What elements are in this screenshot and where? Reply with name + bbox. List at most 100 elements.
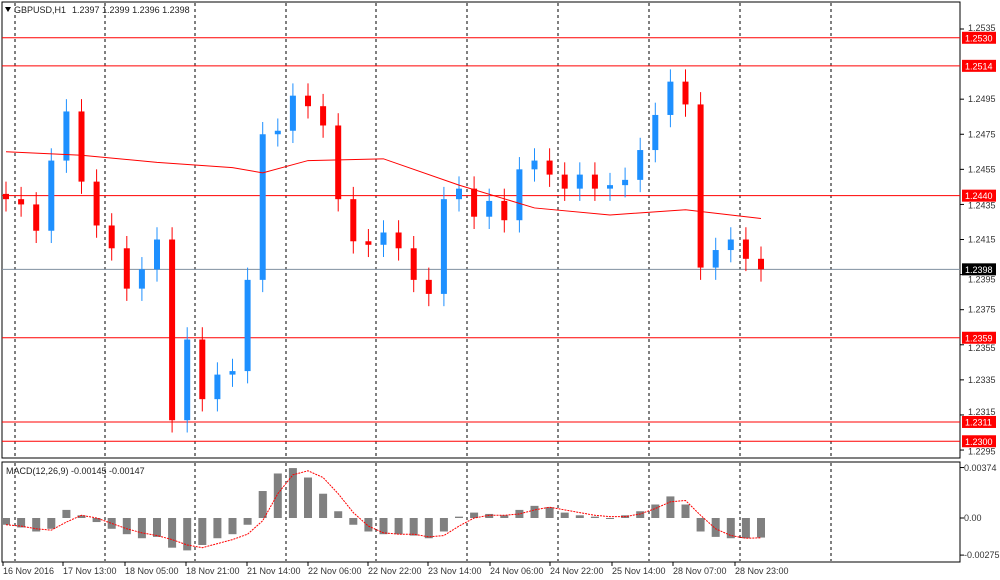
macd-histogram-bar <box>213 518 222 539</box>
x-tick-label: 28 Nov 23:00 <box>735 566 789 576</box>
macd-histogram-bar <box>364 518 373 532</box>
candle-body <box>214 374 221 400</box>
macd-histogram-bar <box>606 518 614 519</box>
candle-body <box>637 150 644 180</box>
price-level-badge <box>962 331 996 344</box>
macd-histogram-bar <box>107 518 116 529</box>
candle-body <box>350 199 357 242</box>
candle-body <box>727 239 734 251</box>
macd-histogram-bar <box>711 518 720 537</box>
candle-body <box>516 169 523 221</box>
macd-histogram-bar <box>500 515 509 518</box>
candle-body <box>742 239 749 259</box>
macd-histogram-bar <box>696 518 705 532</box>
y-tick-label: 1.2455 <box>968 164 996 174</box>
candle-body <box>154 239 160 270</box>
macd-histogram-bar <box>379 518 388 535</box>
candle-body <box>138 269 145 289</box>
y-tick-label: 1.2375 <box>968 305 996 315</box>
candle-body <box>531 160 538 170</box>
macd-histogram-bar <box>137 518 146 539</box>
macd-histogram-bar <box>470 512 479 518</box>
macd-histogram-bar <box>77 515 86 518</box>
macd-histogram-bar <box>424 518 433 539</box>
macd-histogram-bar <box>47 518 56 529</box>
candle-body <box>667 81 674 115</box>
macd-histogram-bar <box>575 515 584 518</box>
macd-histogram-bar <box>394 518 403 535</box>
candle-body <box>576 174 583 189</box>
macd-histogram-bar <box>545 507 554 518</box>
candle-body <box>622 179 629 186</box>
price-level-label: 1.2311 <box>965 417 992 427</box>
price-level-label: 1.2514 <box>965 61 993 71</box>
x-tick-label: 18 Nov 05:00 <box>125 566 179 576</box>
dropdown-triangle-icon[interactable] <box>5 7 11 12</box>
candle-body <box>682 81 689 105</box>
ohlc-readout: 1.2397 1.2399 1.2396 1.2398 <box>72 5 190 15</box>
candle-body <box>93 181 100 226</box>
macd-histogram-bar <box>349 518 358 525</box>
x-tick-label: 25 Nov 14:00 <box>612 566 666 576</box>
macd-histogram-bar <box>726 518 735 539</box>
macd-histogram-bar <box>288 468 297 518</box>
macd-histogram-bar <box>439 518 448 532</box>
macd-histogram-bar <box>304 477 312 518</box>
candle-body <box>591 174 598 189</box>
macd-histogram-bar <box>153 518 161 537</box>
price-level-label: 1.2300 <box>965 437 993 447</box>
price-level-badge <box>962 31 996 44</box>
y-tick-label: 1.2295 <box>968 446 996 456</box>
candle-body <box>380 232 387 245</box>
macd-histogram-bar <box>17 518 26 528</box>
x-tick-label: 21 Nov 14:00 <box>247 566 301 576</box>
price-level-badge <box>962 59 996 72</box>
macd-label: MACD(12,26,9) -0.00145 -0.00147 <box>6 466 145 476</box>
candle-body <box>410 248 417 280</box>
candle-body <box>607 185 613 189</box>
candle-body <box>18 199 25 205</box>
macd-histogram-bar <box>666 496 675 518</box>
macd-histogram-bar <box>319 493 328 518</box>
candle-body <box>561 174 568 189</box>
macd-histogram-bar <box>590 516 599 518</box>
macd-signal-line <box>5 470 762 549</box>
candle-body <box>123 248 130 289</box>
macd-histogram-bar <box>681 504 690 518</box>
candle-body <box>169 239 176 421</box>
macd-histogram-bar <box>92 518 101 523</box>
symbol-title: GBPUSD,H1 <box>14 5 66 15</box>
candle-body <box>63 111 70 161</box>
x-tick-label: 24 Nov 06:00 <box>490 566 544 576</box>
macd-histogram-bar <box>757 518 765 538</box>
candle-body <box>274 130 281 135</box>
x-tick-label: 22 Nov 06:00 <box>308 566 362 576</box>
candle-body <box>244 279 251 372</box>
candle-body <box>501 200 508 221</box>
price-level-badge <box>962 435 996 448</box>
macd-histogram-bar <box>168 518 177 548</box>
y-tick-label: 1.2475 <box>968 129 996 139</box>
y-tick-label: 1.2535 <box>968 23 996 33</box>
candle-body <box>320 106 327 126</box>
macd-histogram-bar <box>228 518 237 535</box>
macd-y-tick-label: 0.00374 <box>964 463 997 473</box>
x-tick-label: 22 Nov 22:00 <box>368 566 422 576</box>
macd-y-tick-label: 0.00 <box>964 513 982 523</box>
macd-histogram-bar <box>183 518 192 551</box>
macd-histogram-bar <box>258 491 267 518</box>
candle-body <box>758 258 764 270</box>
macd-histogram-bar <box>2 518 10 525</box>
macd-histogram-bar <box>334 511 343 518</box>
candle-body <box>425 279 432 294</box>
y-tick-label: 1.2415 <box>968 235 996 245</box>
candle-body <box>78 111 85 182</box>
price-level-label: 1.2359 <box>965 333 993 343</box>
y-tick-label: 1.2495 <box>968 94 996 104</box>
y-tick-label: 1.2435 <box>968 201 996 211</box>
current-price-label: 1.2398 <box>965 265 993 275</box>
candle-body <box>712 250 719 268</box>
candle-body <box>440 199 447 294</box>
macd-histogram-bar <box>741 518 750 539</box>
